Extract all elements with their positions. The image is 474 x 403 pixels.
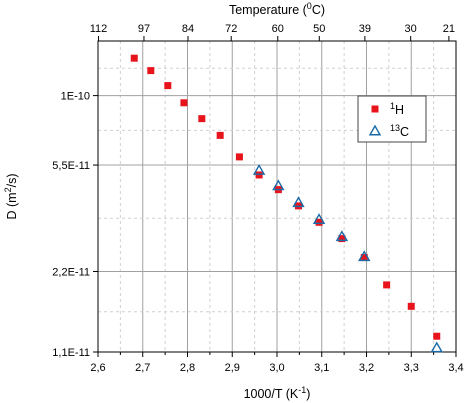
point-c13 — [272, 179, 285, 191]
point-c13 — [335, 230, 349, 242]
grid — [98, 41, 456, 352]
point-h1 — [164, 82, 172, 90]
point-h1 — [255, 171, 263, 179]
point-h1 — [433, 332, 441, 340]
y-tick-label: 5,5E-11 — [52, 160, 90, 172]
top-tick-label: 39 — [359, 23, 371, 35]
top-tick-label: 112 — [90, 23, 108, 35]
legend-label: 1H — [390, 101, 404, 117]
x-axis-title: 1000/T (K-1) — [244, 385, 311, 401]
data-points — [130, 54, 443, 353]
x-tick-label: 2,8 — [180, 362, 195, 374]
top-tick-label: 60 — [272, 23, 284, 35]
top-tick-label: 21 — [443, 23, 455, 35]
top-axis-title: Temperature (0C) — [229, 1, 325, 17]
legend-marker-h1 — [371, 105, 379, 113]
top-tick-label: 84 — [182, 23, 194, 35]
point-h1 — [130, 54, 138, 62]
x-tick-label: 3,4 — [448, 362, 463, 374]
point-h1 — [383, 281, 391, 289]
y-tick-label: 1,1E-11 — [52, 347, 90, 359]
x-tick-label: 2,9 — [225, 362, 240, 374]
point-c13 — [252, 164, 266, 175]
point-h1 — [338, 235, 346, 243]
point-h1 — [315, 218, 323, 226]
legend-label: 13C — [390, 123, 409, 139]
top-tick-label: 72 — [225, 23, 237, 35]
top-tick-label: 97 — [138, 23, 150, 35]
point-c13 — [312, 213, 326, 225]
x-tick-label: 3,1 — [314, 362, 329, 374]
x-tick-label: 3,0 — [269, 362, 284, 374]
x-tick-label: 3,3 — [404, 362, 419, 374]
y-axis-title: D (m2/s) — [3, 174, 19, 220]
point-c13 — [358, 250, 371, 262]
legend-marker-c13 — [368, 124, 382, 136]
legend-box — [357, 95, 427, 143]
tick-labels: 2,6 2,7 2,8 2,9 3,0 3,1 3,2 3,3 3,4 1,1E-11 2,2E-1… — [52, 23, 463, 374]
point-h1 — [180, 99, 188, 107]
point-h1 — [198, 115, 206, 123]
point-c13 — [292, 196, 305, 208]
point-h1 — [235, 153, 243, 161]
point-h1 — [147, 67, 155, 75]
point-h1 — [360, 254, 368, 262]
x-tick-label: 2,6 — [90, 362, 105, 374]
point-c13 — [430, 341, 443, 353]
x-tick-label: 2,7 — [135, 362, 150, 374]
axis-ticks — [93, 36, 457, 357]
y-tick-label: 1E-10 — [61, 91, 90, 103]
top-tick-label: 50 — [313, 23, 325, 35]
x-tick-label: 3,2 — [359, 362, 374, 374]
point-h1 — [407, 302, 415, 310]
y-tick-label: 2,2E-11 — [52, 266, 90, 278]
top-tick-label: 30 — [405, 23, 417, 35]
point-h1 — [216, 131, 224, 139]
